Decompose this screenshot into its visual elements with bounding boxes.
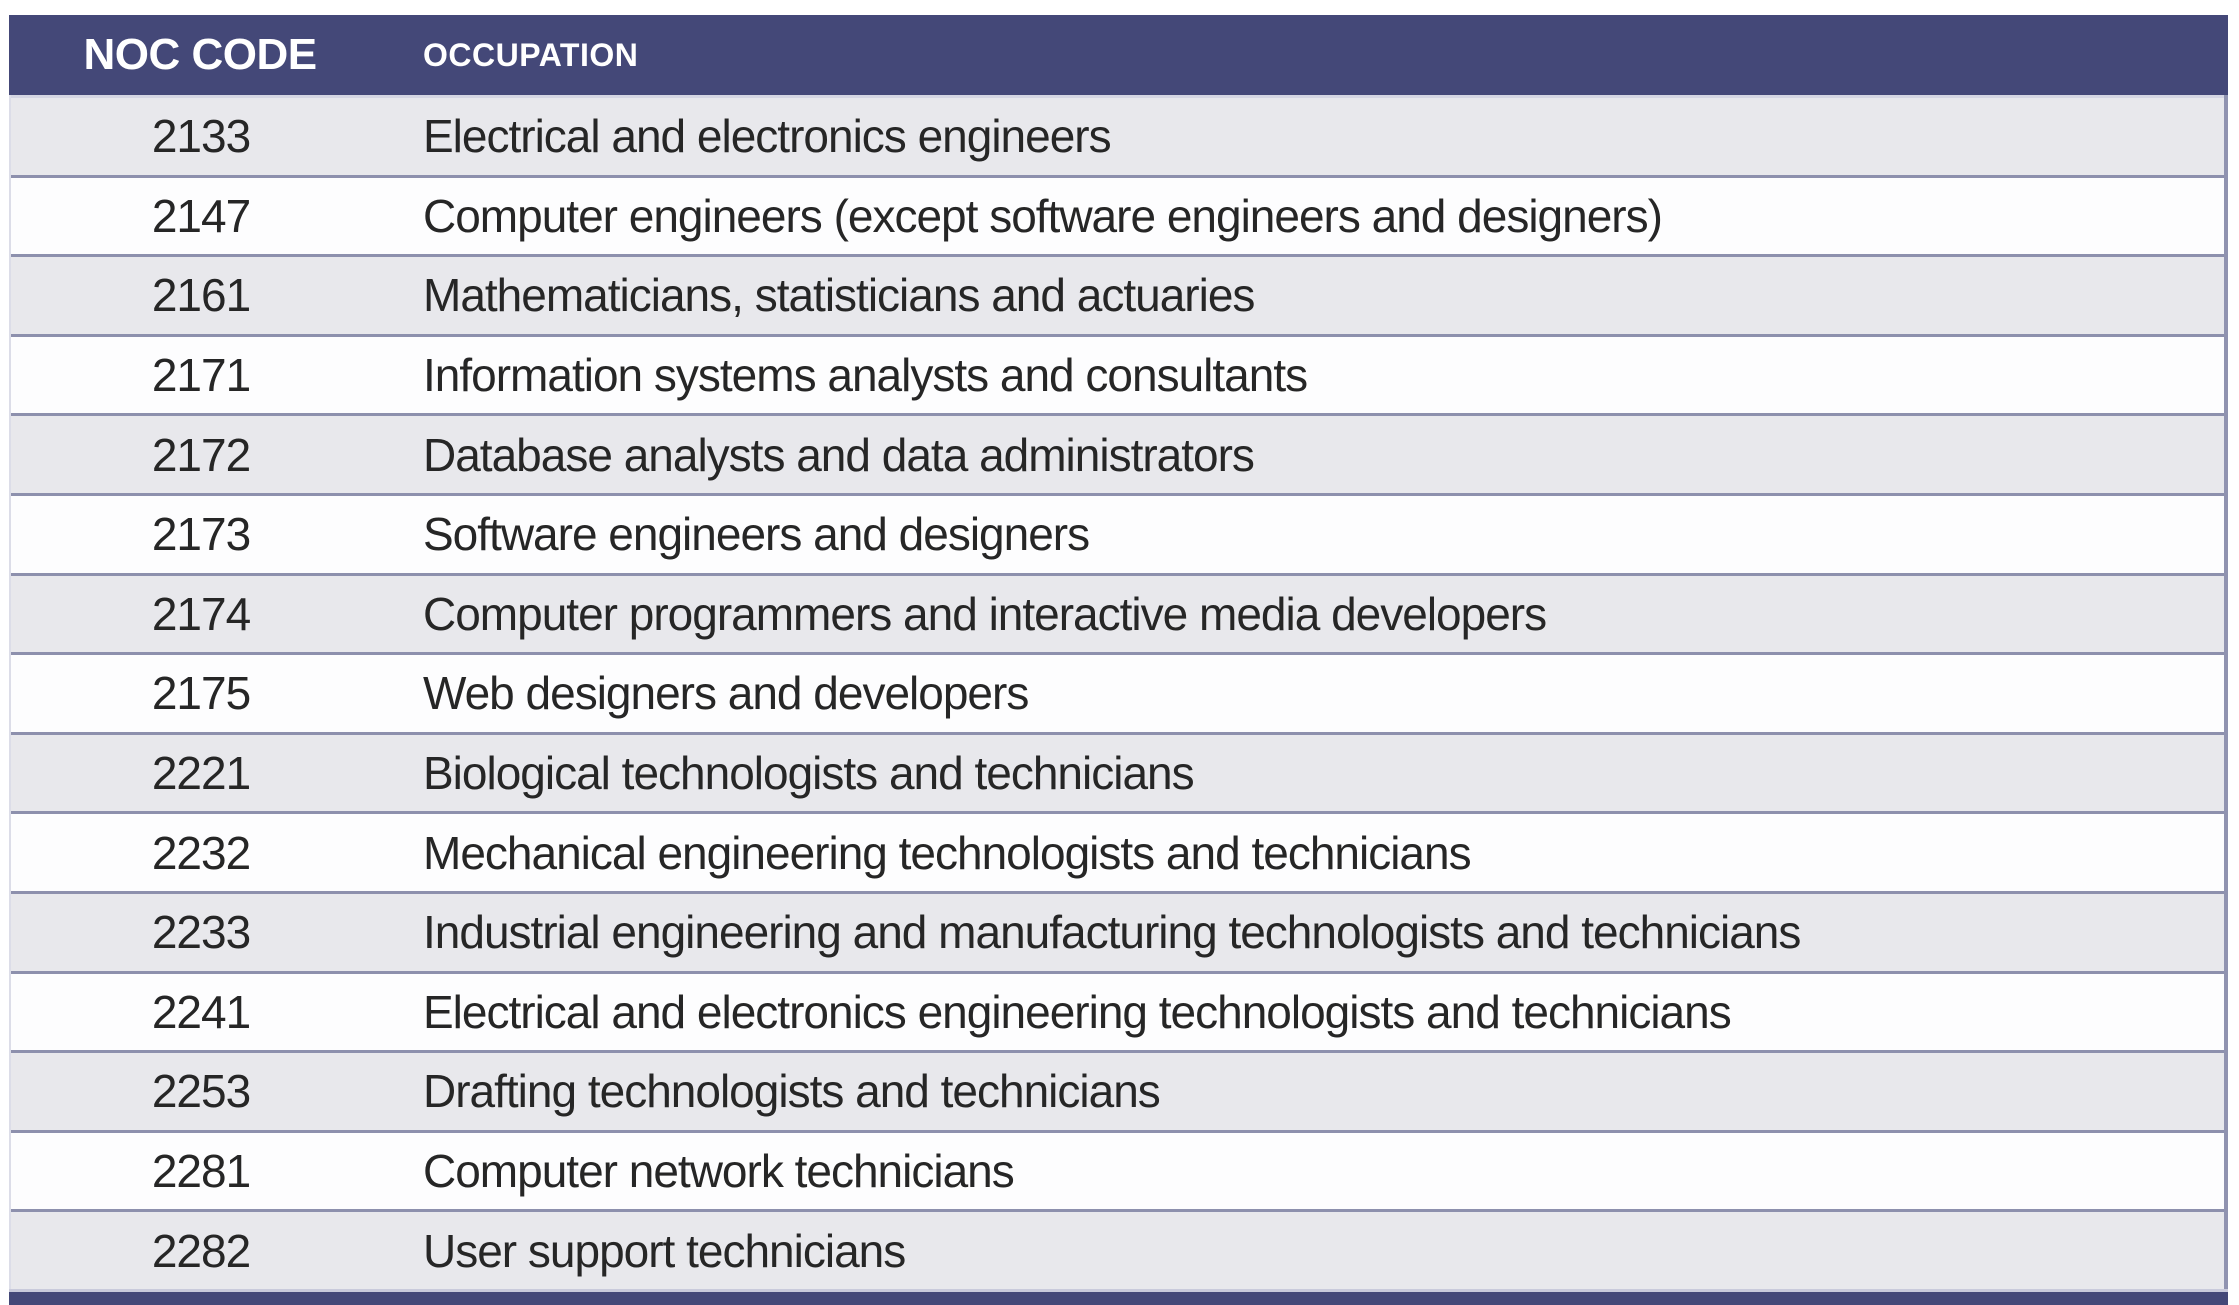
noc-occupation-table: NOC CODE OCCUPATION 2133 Electrical and … <box>9 15 2228 1305</box>
noc-code-cell: 2172 <box>151 428 251 481</box>
occupation-cell: Electrical and electronics engineering t… <box>423 985 1732 1038</box>
occupation-cell: Electrical and electronics engineers <box>423 110 1112 163</box>
occupation-cell: Biological technologists and technicians <box>423 747 1195 800</box>
table-row: 2171 Information systems analysts and co… <box>11 333 2224 414</box>
table-row: 2221 Biological technologists and techni… <box>11 731 2224 812</box>
noc-code-cell: 2232 <box>151 826 251 879</box>
table-row: 2133 Electrical and electronics engineer… <box>11 95 2224 175</box>
occupation-cell: User support technicians <box>423 1224 906 1277</box>
table-body: 2133 Electrical and electronics engineer… <box>9 95 2228 1289</box>
noc-code-cell: 2282 <box>151 1224 251 1277</box>
occupation-cell: Computer engineers (except software engi… <box>423 189 1663 242</box>
noc-code-cell: 2175 <box>151 667 251 720</box>
table-header-row: NOC CODE OCCUPATION <box>9 15 2228 95</box>
table-row: 2173 Software engineers and designers <box>11 492 2224 573</box>
table-row: 2175 Web designers and developers <box>11 652 2224 732</box>
noc-code-cell: 2161 <box>151 269 251 322</box>
noc-code-cell: 2221 <box>151 747 251 800</box>
occupation-cell: Database analysts and data administrator… <box>423 428 1255 481</box>
table-row: 2241 Electrical and electronics engineer… <box>11 970 2224 1051</box>
table-row: 2253 Drafting technologists and technici… <box>11 1050 2224 1130</box>
noc-code-cell: 2174 <box>151 587 251 640</box>
occupation-cell: Industrial engineering and manufacturing… <box>423 906 1801 959</box>
noc-code-cell: 2133 <box>151 110 251 163</box>
table-row: 2232 Mechanical engineering technologist… <box>11 811 2224 891</box>
occupation-cell: Software engineers and designers <box>423 508 1090 561</box>
table-row: 2174 Computer programmers and interactiv… <box>11 572 2224 653</box>
occupation-cell: Drafting technologists and technicians <box>423 1065 1161 1118</box>
table-row: 2147 Computer engineers (except software… <box>11 174 2224 255</box>
table-row: 2233 Industrial engineering and manufact… <box>11 890 2224 971</box>
header-noc-code: NOC CODE <box>83 30 317 79</box>
noc-code-cell: 2241 <box>151 985 251 1038</box>
occupation-cell: Computer network technicians <box>423 1145 1015 1198</box>
occupation-cell: Mechanical engineering technologists and… <box>423 826 1472 879</box>
noc-code-cell: 2173 <box>151 508 251 561</box>
table-row: 2282 User support technicians <box>11 1209 2224 1289</box>
occupation-cell: Information systems analysts and consult… <box>423 349 1308 402</box>
occupation-cell: Web designers and developers <box>423 667 1029 720</box>
noc-code-cell: 2281 <box>151 1145 251 1198</box>
table-row: 2161 Mathematicians, statisticians and a… <box>11 254 2224 334</box>
table-bottom-border <box>9 1289 2228 1305</box>
header-occupation: OCCUPATION <box>423 36 639 73</box>
table-row: 2281 Computer network technicians <box>11 1129 2224 1210</box>
noc-code-cell: 2233 <box>151 906 251 959</box>
noc-code-cell: 2253 <box>151 1065 251 1118</box>
noc-code-cell: 2147 <box>151 189 251 242</box>
occupation-cell: Mathematicians, statisticians and actuar… <box>423 269 1255 322</box>
noc-code-cell: 2171 <box>151 349 251 402</box>
occupation-cell: Computer programmers and interactive med… <box>423 587 1547 640</box>
table-row: 2172 Database analysts and data administ… <box>11 413 2224 493</box>
